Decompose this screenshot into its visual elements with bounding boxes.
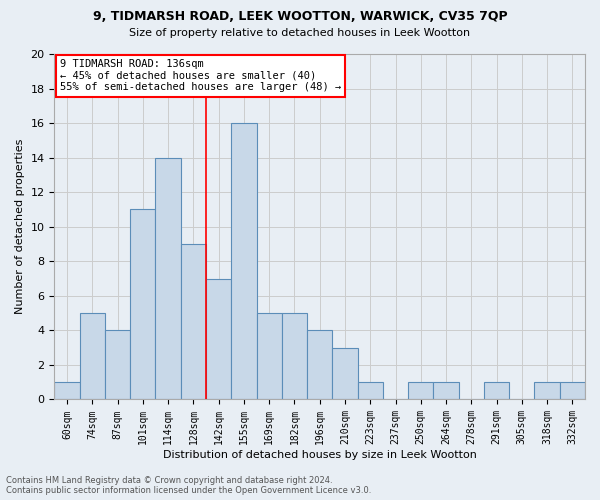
Bar: [55, 382, 80, 400]
Text: Size of property relative to detached houses in Leek Wootton: Size of property relative to detached ho…: [130, 28, 470, 38]
Bar: [332, 348, 358, 400]
Bar: [130, 210, 155, 400]
Bar: [282, 313, 307, 400]
Text: 9, TIDMARSH ROAD, LEEK WOOTTON, WARWICK, CV35 7QP: 9, TIDMARSH ROAD, LEEK WOOTTON, WARWICK,…: [92, 10, 508, 23]
Bar: [80, 313, 105, 400]
Bar: [433, 382, 458, 400]
Bar: [231, 123, 257, 400]
Bar: [484, 382, 509, 400]
Bar: [358, 382, 383, 400]
Bar: [560, 382, 585, 400]
X-axis label: Distribution of detached houses by size in Leek Wootton: Distribution of detached houses by size …: [163, 450, 476, 460]
Bar: [105, 330, 130, 400]
Bar: [307, 330, 332, 400]
Bar: [535, 382, 560, 400]
Bar: [206, 278, 231, 400]
Text: Contains HM Land Registry data © Crown copyright and database right 2024.
Contai: Contains HM Land Registry data © Crown c…: [6, 476, 371, 495]
Bar: [181, 244, 206, 400]
Bar: [155, 158, 181, 400]
Y-axis label: Number of detached properties: Number of detached properties: [15, 139, 25, 314]
Text: 9 TIDMARSH ROAD: 136sqm
← 45% of detached houses are smaller (40)
55% of semi-de: 9 TIDMARSH ROAD: 136sqm ← 45% of detache…: [60, 59, 341, 92]
Bar: [408, 382, 433, 400]
Bar: [257, 313, 282, 400]
